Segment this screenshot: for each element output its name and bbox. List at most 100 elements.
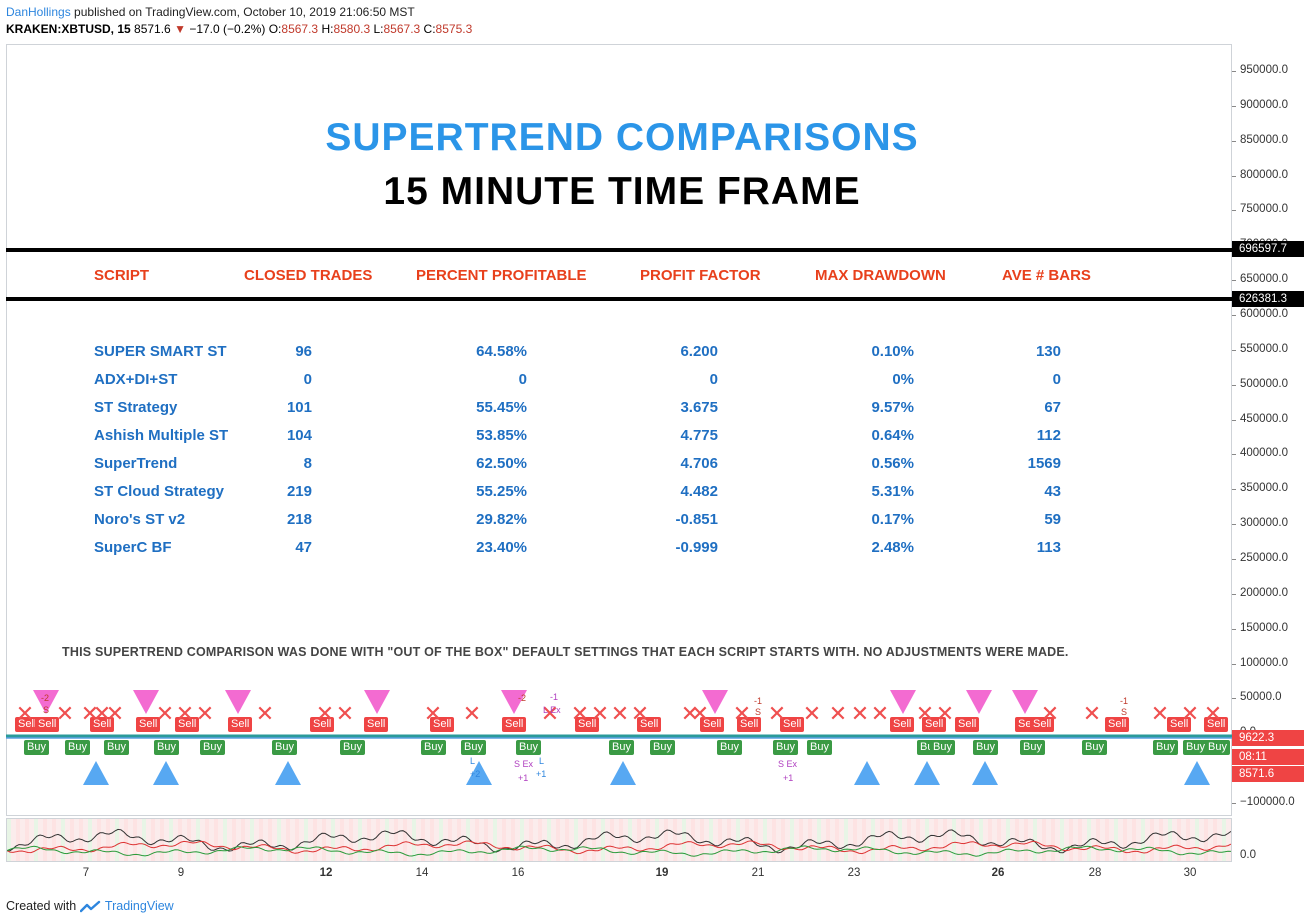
main-chart-pane[interactable] bbox=[6, 44, 1232, 816]
buy-signal: Buy bbox=[1183, 740, 1208, 755]
sell-signal: Sell bbox=[502, 717, 527, 732]
oscillator-band bbox=[574, 819, 578, 861]
oscillator-band bbox=[232, 819, 236, 861]
oscillator-band bbox=[1024, 819, 1028, 861]
x-marker-icon: ✕ bbox=[15, 701, 35, 726]
oscillator-pane[interactable] bbox=[6, 818, 1232, 862]
x-marker-icon: ✕ bbox=[540, 701, 560, 726]
sell-signal: Sell bbox=[737, 717, 762, 732]
oscillator-band bbox=[268, 819, 272, 861]
oscillator-band bbox=[133, 819, 137, 861]
oscillator-band bbox=[97, 819, 101, 861]
label-minus-1: -1 bbox=[1120, 696, 1129, 706]
oscillator-band bbox=[376, 819, 380, 861]
x-marker-icon: ✕ bbox=[915, 701, 935, 726]
label-minus-2: -2 bbox=[41, 693, 50, 703]
x-marker-icon: ✕ bbox=[610, 701, 630, 726]
buy-signal: Buy bbox=[1153, 740, 1178, 755]
oscillator-band bbox=[529, 819, 533, 861]
down-triangle-icon bbox=[966, 690, 992, 714]
y-tick-mark bbox=[1232, 71, 1236, 72]
oscillator-band bbox=[385, 819, 389, 861]
oscillator-band bbox=[304, 819, 308, 861]
table-cell-value: 8 bbox=[303, 455, 312, 472]
price-axis[interactable]: 950000.0 900000.0 850000.0 800000.0 750000.0… bbox=[1232, 44, 1311, 862]
y-tick-label: 200000.0 bbox=[1240, 586, 1288, 599]
up-triangle-icon bbox=[466, 761, 492, 785]
table-cell-value: 1569 bbox=[1027, 455, 1061, 472]
oscillator-band bbox=[313, 819, 317, 861]
y-tick-label: 50000.0 bbox=[1240, 691, 1282, 704]
table-cell-value: 0 bbox=[1052, 371, 1061, 388]
oscillator-band bbox=[898, 819, 902, 861]
x-marker-icon: ✕ bbox=[1082, 701, 1102, 726]
oscillator-band bbox=[790, 819, 794, 861]
oscillator-band bbox=[88, 819, 92, 861]
table-cell-value: 112 bbox=[1036, 427, 1061, 444]
oscillator-band bbox=[1114, 819, 1118, 861]
label-s-ex: S Ex bbox=[514, 759, 534, 769]
oscillator-band bbox=[844, 819, 848, 861]
x-tick-label: 14 bbox=[415, 867, 429, 879]
down-triangle-icon bbox=[225, 690, 251, 714]
up-triangle-icon bbox=[854, 761, 880, 785]
down-triangle-icon bbox=[890, 690, 916, 714]
table-cell-value: 219 bbox=[286, 483, 312, 500]
oscillator-band bbox=[925, 819, 929, 861]
label-minus-2: -2 bbox=[518, 693, 527, 703]
oscillator-band bbox=[619, 819, 623, 861]
oscillator-band bbox=[169, 819, 173, 861]
oscillator-band bbox=[1132, 819, 1136, 861]
oscillator-band bbox=[700, 819, 704, 861]
oscillator-band bbox=[754, 819, 758, 861]
x-marker-icon: ✕ bbox=[802, 701, 822, 726]
oscillator-band bbox=[781, 819, 785, 861]
y-tick-label: 750000.0 bbox=[1240, 203, 1288, 216]
author-link[interactable]: DanHollings bbox=[6, 5, 71, 19]
up-triangle-icon bbox=[83, 761, 109, 785]
y-tick-label: −100000.0 bbox=[1240, 796, 1295, 808]
oscillator-band bbox=[1195, 819, 1199, 861]
table-cell-value: 0.64% bbox=[871, 427, 914, 444]
table-cell-value: 23.40% bbox=[476, 539, 527, 556]
oscillator-band bbox=[1213, 819, 1217, 861]
oscillator-band bbox=[763, 819, 767, 861]
y-tick-mark bbox=[1232, 210, 1236, 212]
down-triangle-icon bbox=[33, 690, 59, 714]
up-triangle-icon bbox=[914, 761, 940, 785]
x-tick-label: 7 bbox=[82, 867, 90, 879]
time-axis[interactable]: 7 9 12 14 16 19 21 23 26 28 30 bbox=[6, 862, 1232, 884]
table-cell-value: 4.706 bbox=[680, 455, 718, 472]
y-tick-mark bbox=[1232, 489, 1236, 491]
y-tick-label: 450000.0 bbox=[1240, 412, 1288, 425]
x-marker-icon: ✕ bbox=[570, 701, 590, 726]
table-cell-value: 0 bbox=[518, 371, 527, 388]
oscillator-band bbox=[475, 819, 479, 861]
table-cell-script: SuperC BF bbox=[94, 539, 172, 556]
x-tick-label: 16 bbox=[511, 867, 525, 879]
oscillator-band bbox=[907, 819, 911, 861]
oscillator-band bbox=[1177, 819, 1181, 861]
label-l-ex: L Ex bbox=[543, 705, 561, 715]
table-cell-script: Noro's ST v2 bbox=[94, 511, 186, 528]
table-cell-value: -0.851 bbox=[675, 511, 718, 528]
table-cell-value: 4.775 bbox=[680, 427, 718, 444]
y-tick-label: 100000.0 bbox=[1240, 656, 1288, 669]
table-cell-value: 6.200 bbox=[680, 343, 718, 360]
horizontal-line-lower[interactable] bbox=[6, 297, 1232, 301]
label-s: S bbox=[755, 707, 762, 717]
table-cell-value: 130 bbox=[1035, 343, 1061, 360]
oscillator-band bbox=[151, 819, 155, 861]
oscillator-band bbox=[511, 819, 515, 861]
footer-brand-link[interactable]: TradingView bbox=[104, 899, 174, 913]
oscillator-band bbox=[736, 819, 740, 861]
line-label-lower: 626381.3 bbox=[1232, 291, 1304, 307]
oscillator-band bbox=[961, 819, 965, 861]
table-cell-value: 113 bbox=[1036, 539, 1061, 556]
up-triangle-icon bbox=[153, 761, 179, 785]
oscillator-band bbox=[1222, 819, 1226, 861]
buy-signal: Buy bbox=[104, 740, 129, 755]
horizontal-line-upper[interactable] bbox=[6, 248, 1232, 252]
y-tick-mark bbox=[1232, 384, 1236, 386]
label-s-ex: S Ex bbox=[778, 759, 798, 769]
